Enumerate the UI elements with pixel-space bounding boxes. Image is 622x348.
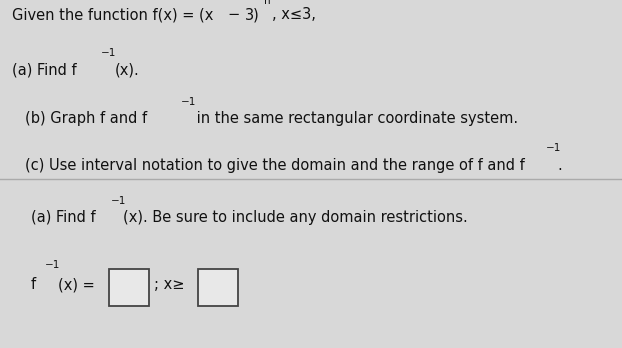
Text: ; x≥: ; x≥ [154,277,185,292]
Text: −1: −1 [45,260,60,270]
Bar [198,269,238,306]
Text: (a) Find f: (a) Find f [31,209,96,224]
Text: (x).: (x). [114,63,139,78]
Text: (x). Be sure to include any domain restrictions.: (x). Be sure to include any domain restr… [123,209,468,224]
Text: (a) Find f: (a) Find f [12,63,77,78]
Text: in the same rectangular coordinate system.: in the same rectangular coordinate syste… [192,111,518,126]
Text: −1: −1 [111,196,126,206]
Text: (b) Graph f and f: (b) Graph f and f [25,111,147,126]
Text: −: − [227,7,239,22]
Text: (x) =: (x) = [58,277,95,292]
Text: .: . [557,158,562,173]
Text: (c) Use interval notation to give the domain and the range of f and f: (c) Use interval notation to give the do… [25,158,524,173]
Text: −1: −1 [180,97,196,107]
Text: n: n [264,0,271,6]
Text: Given the function f(x) = (x: Given the function f(x) = (x [12,7,214,22]
Text: , x≤3,: , x≤3, [272,7,317,22]
Text: −1: −1 [545,143,561,153]
Bar [109,269,149,306]
Text: 3): 3) [244,7,259,22]
Text: f: f [31,277,36,292]
Text: −1: −1 [101,48,116,58]
